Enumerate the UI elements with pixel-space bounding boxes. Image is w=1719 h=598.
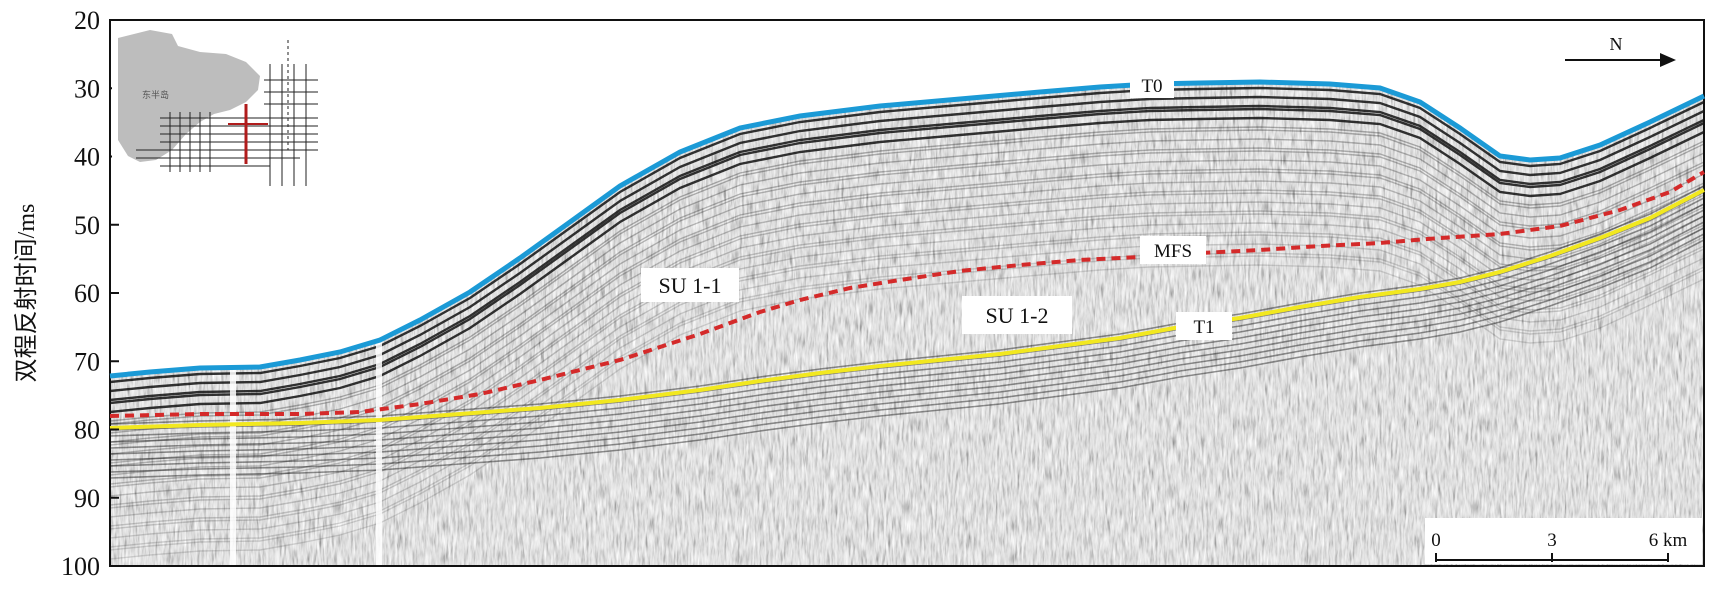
y-tick-label: 60 xyxy=(74,279,100,308)
north-arrow-icon: N xyxy=(1565,34,1676,67)
mfs-horizon-line xyxy=(109,170,1706,418)
y-tick-label: 50 xyxy=(74,211,100,240)
reflector-line xyxy=(110,185,1704,425)
scale-tick-3: 3 xyxy=(1547,530,1557,551)
y-axis: 20 30 40 50 60 70 80 90 100 xyxy=(61,6,119,581)
reflector-line xyxy=(110,159,1704,455)
reflector-line xyxy=(110,221,1704,461)
reflector-line xyxy=(110,215,1704,455)
reflector-line xyxy=(110,104,1704,402)
reflector-line xyxy=(110,107,1704,405)
reflector-line xyxy=(110,264,1704,560)
reflector-line xyxy=(110,138,1704,434)
scale-tick-6km: 6 km xyxy=(1649,530,1688,551)
reflector-line xyxy=(110,227,1704,467)
y-tick-label: 70 xyxy=(74,347,100,376)
svg-text:MFS: MFS xyxy=(1154,241,1192,262)
reflector-line xyxy=(110,213,1704,509)
reflector-line xyxy=(110,234,1704,530)
reflector-line xyxy=(110,126,1704,422)
y-tick-label: 90 xyxy=(74,484,100,513)
data-gap-2 xyxy=(376,340,382,566)
reflector-line xyxy=(110,95,1704,393)
reflector-line xyxy=(110,222,1704,518)
reflector-line xyxy=(110,147,1704,443)
reflector-line xyxy=(110,197,1704,437)
svg-text:SU 1-2: SU 1-2 xyxy=(986,303,1049,328)
survey-grid xyxy=(136,40,318,186)
reflector-line xyxy=(110,243,1704,539)
mfs-label: MFS xyxy=(1140,236,1206,264)
reflector-line xyxy=(110,189,1704,485)
reflector-line xyxy=(110,210,1704,506)
reflector-line xyxy=(110,201,1704,497)
reflector-line xyxy=(110,86,1704,384)
reflector-line xyxy=(110,180,1704,476)
svg-text:SU 1-1: SU 1-1 xyxy=(659,273,722,298)
inset-region-label: 东半岛 xyxy=(142,89,169,100)
su-1-1-label: SU 1-1 xyxy=(641,268,739,302)
reflector-line xyxy=(110,209,1704,449)
y-tick-label: 20 xyxy=(74,6,100,35)
t1-label: T1 xyxy=(1176,312,1232,340)
y-tick-label: 40 xyxy=(74,143,100,172)
reflector-line xyxy=(110,116,1704,414)
reflector-line xyxy=(110,171,1704,467)
y-tick-label: 80 xyxy=(74,416,100,445)
t0-horizon-line xyxy=(109,79,1706,379)
y-axis-title: 双程反射时间/ms xyxy=(13,204,40,383)
t0-label: T0 xyxy=(1130,72,1174,98)
svg-text:T0: T0 xyxy=(1141,76,1162,97)
peninsula-shape xyxy=(118,30,260,162)
scale-bar: 0 3 6 km xyxy=(1425,518,1702,564)
reflector-bands xyxy=(110,86,1704,560)
data-gap-1 xyxy=(230,360,236,566)
t1-horizon-line xyxy=(109,188,1705,430)
scale-tick-0: 0 xyxy=(1431,530,1441,551)
reflector-line xyxy=(110,192,1704,488)
svg-text:N: N xyxy=(1610,34,1623,54)
reflector-line xyxy=(110,129,1704,425)
reflector-line xyxy=(110,239,1704,479)
reflector-line xyxy=(110,203,1704,443)
reflector-line xyxy=(110,150,1704,446)
svg-text:T1: T1 xyxy=(1193,317,1214,338)
reflector-line xyxy=(110,233,1704,473)
su-1-2-label: SU 1-2 xyxy=(962,296,1072,334)
reflector-line xyxy=(110,231,1704,527)
y-tick-label: 30 xyxy=(74,74,100,103)
reflector-line xyxy=(110,252,1704,548)
location-inset-map: 东半岛 xyxy=(112,22,322,188)
y-tick-label: 100 xyxy=(61,552,100,581)
reflector-line xyxy=(110,168,1704,464)
